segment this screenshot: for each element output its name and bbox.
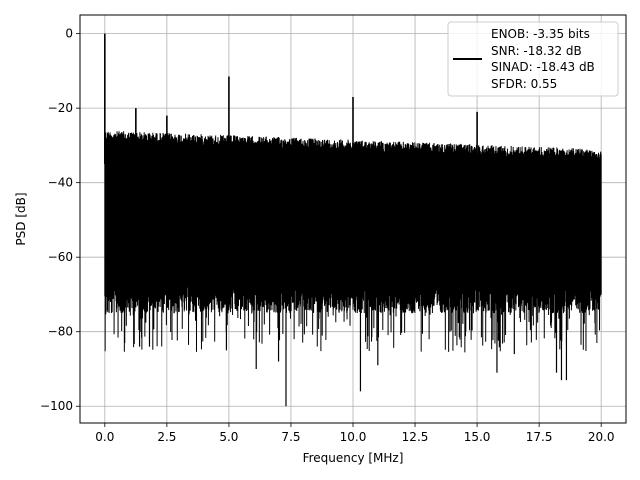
x-axis-label: Frequency [MHz]: [303, 451, 404, 465]
x-tick-label: 15.0: [464, 430, 491, 444]
x-axis-ticks: 0.0 2.5 5.0 7.5 10.0 12.5 15.0 17.5 20.0: [95, 423, 615, 444]
x-tick-label: 17.5: [526, 430, 553, 444]
y-tick-label: 0: [65, 27, 73, 41]
legend-line-sfdr: SFDR: 0.55: [491, 77, 557, 91]
x-tick-label: 20.0: [588, 430, 615, 444]
y-tick-label: −100: [40, 399, 73, 413]
legend: ENOB: -3.35 bits SNR: -18.32 dB SINAD: -…: [447, 21, 619, 97]
y-tick-label: −20: [48, 101, 73, 115]
legend-line-enob: ENOB: -3.35 bits: [491, 27, 590, 41]
y-tick-label: −60: [48, 250, 73, 264]
y-axis-label: PSD [dB]: [14, 192, 28, 245]
legend-box: [447, 21, 619, 97]
x-tick-label: 2.5: [157, 430, 176, 444]
x-tick-label: 12.5: [402, 430, 429, 444]
x-tick-label: 10.0: [340, 430, 367, 444]
y-axis-ticks: 0 −20 −40 −60 −80 −100: [40, 27, 80, 413]
legend-line-sinad: SINAD: -18.43 dB: [491, 60, 595, 74]
y-tick-label: −80: [48, 325, 73, 339]
legend-line-snr: SNR: -18.32 dB: [491, 44, 582, 58]
x-tick-label: 5.0: [219, 430, 238, 444]
x-tick-label: 0.0: [95, 430, 114, 444]
noise-floor-core: [104, 175, 602, 265]
y-tick-label: −40: [48, 176, 73, 190]
x-tick-label: 7.5: [281, 430, 300, 444]
plot-data: [104, 33, 602, 407]
